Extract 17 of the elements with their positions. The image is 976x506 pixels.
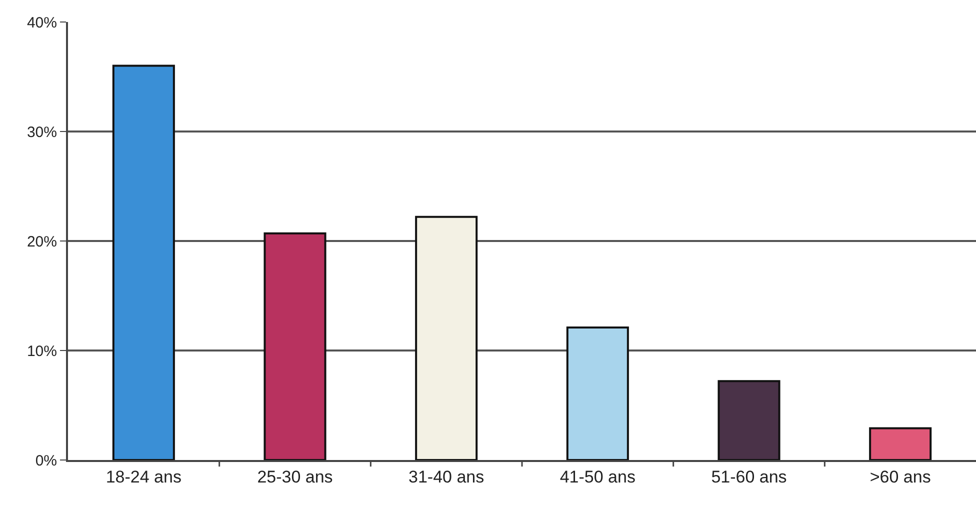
bar (264, 232, 326, 460)
y-tick-label: 40% (26, 14, 57, 32)
x-tick-label: 25-30 ans (257, 467, 333, 486)
bar (415, 216, 478, 460)
bar (112, 64, 175, 460)
x-tick-label: 18-24 ans (106, 467, 182, 486)
bar (566, 326, 629, 460)
x-tick-label: 51-60 ans (711, 467, 787, 486)
bar (718, 380, 780, 460)
bar (869, 427, 932, 460)
y-tick-label: 0% (35, 452, 57, 470)
x-tick-label: >60 ans (870, 467, 931, 486)
y-tick-label: 30% (26, 124, 57, 141)
x-tick-label: 41-50 ans (560, 467, 636, 486)
y-tick-label: 20% (26, 233, 57, 250)
y-tick-label: 10% (26, 342, 57, 360)
x-tick-label: 31-40 ans (408, 467, 484, 486)
